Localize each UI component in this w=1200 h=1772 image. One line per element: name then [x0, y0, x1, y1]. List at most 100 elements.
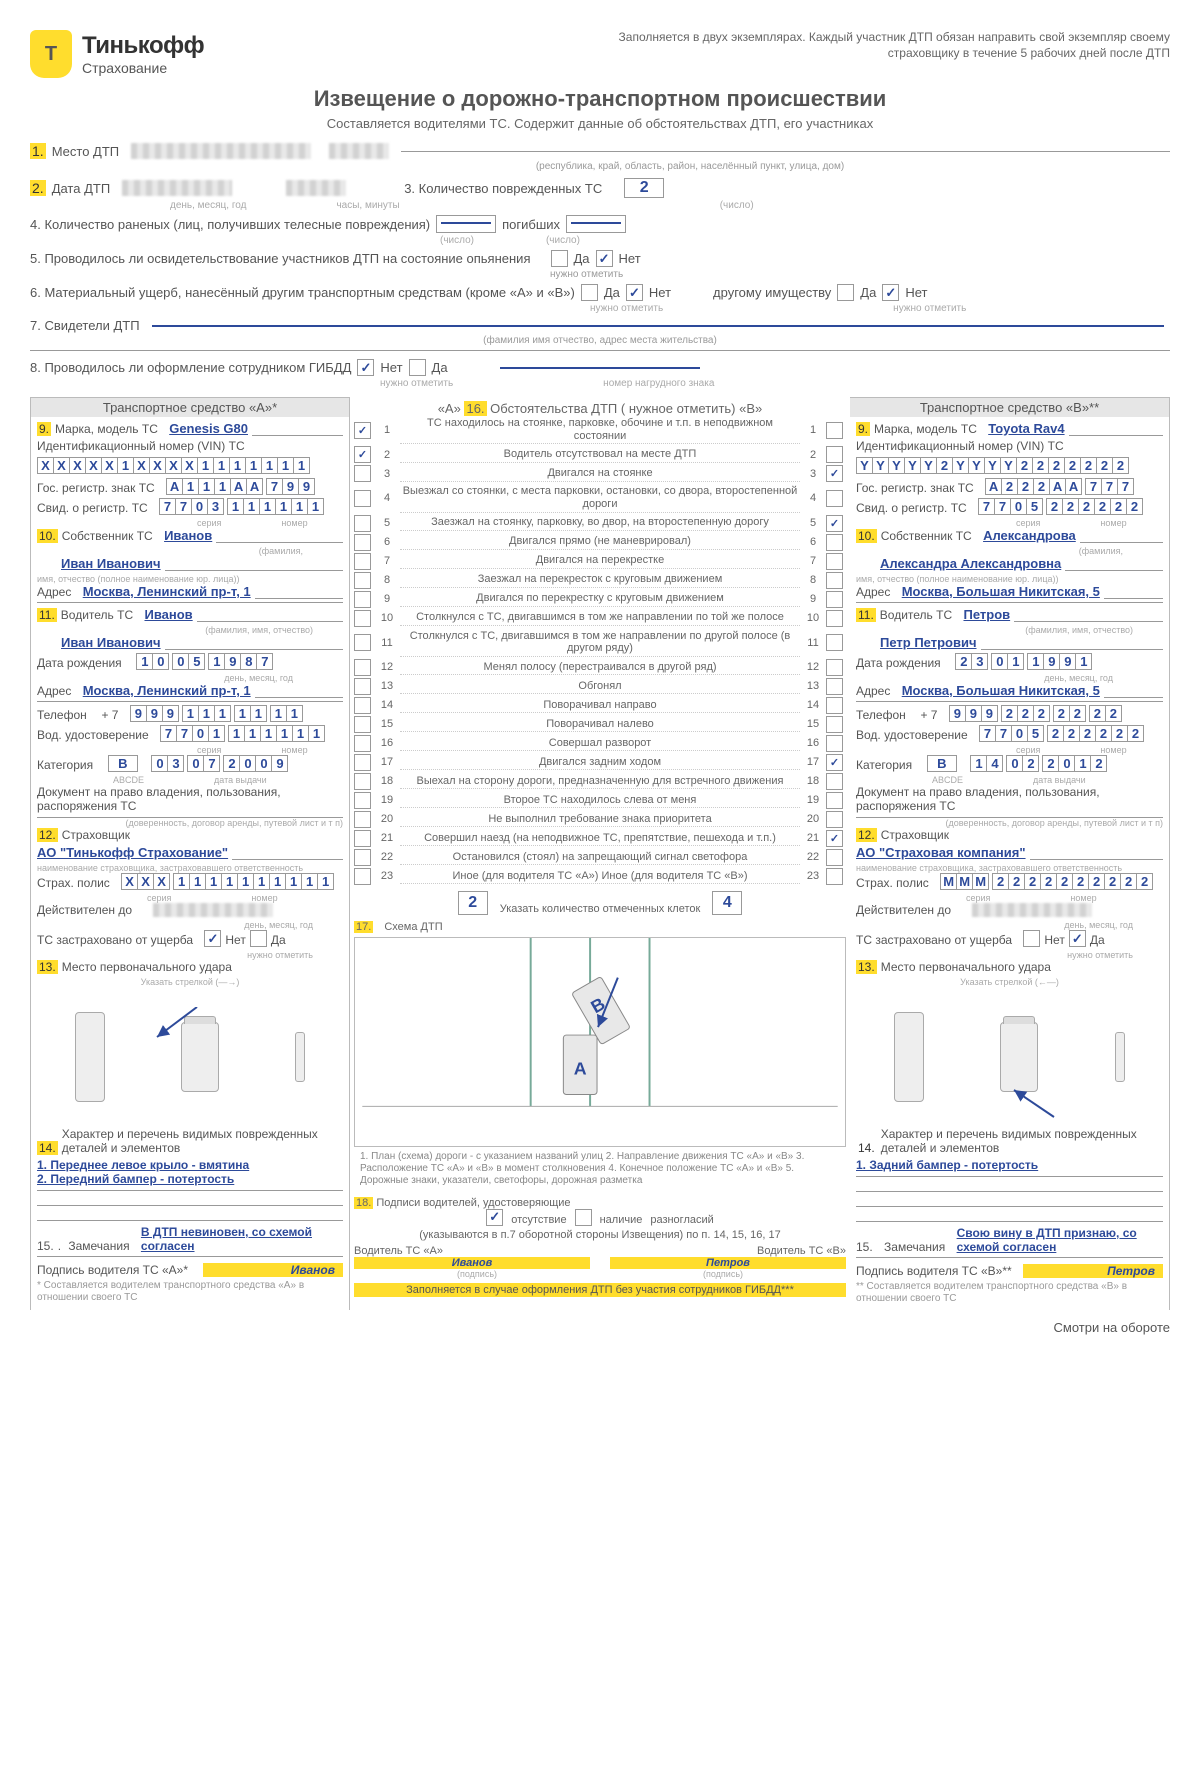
check-b[interactable]: ✓ — [826, 515, 843, 532]
cell[interactable]: 1 — [198, 478, 215, 495]
cell[interactable]: 7 — [256, 653, 273, 670]
cell[interactable]: A — [166, 478, 183, 495]
cell[interactable]: 2 — [1056, 873, 1073, 890]
cell[interactable]: 1 — [221, 873, 238, 890]
owner-address[interactable]: Москва, Ленинский пр-т, 1 — [83, 584, 251, 599]
owner-firstname[interactable]: Александра Александровна — [880, 556, 1061, 571]
cell[interactable]: 2 — [1033, 705, 1050, 722]
check-a[interactable] — [354, 659, 371, 676]
cell[interactable]: 2 — [1033, 478, 1050, 495]
cell[interactable]: X — [137, 873, 154, 890]
cell[interactable]: 2 — [1046, 498, 1063, 515]
cell[interactable]: 2 — [1001, 478, 1018, 495]
cell[interactable]: 2 — [1069, 705, 1086, 722]
cell[interactable]: 2 — [1104, 873, 1121, 890]
checkbox-yes[interactable] — [551, 250, 568, 267]
cell[interactable]: X — [165, 457, 182, 474]
cell[interactable]: 9 — [271, 755, 288, 772]
cell[interactable]: 1 — [292, 725, 309, 742]
owner-address[interactable]: Москва, Большая Никитская, 5 — [902, 584, 1100, 599]
check-a[interactable] — [354, 591, 371, 608]
cell[interactable]: 7 — [175, 498, 192, 515]
check-b[interactable] — [826, 716, 843, 733]
cell[interactable]: 1 — [270, 705, 287, 722]
damage-line[interactable]: 1. Задний бампер - потертость — [856, 1158, 1163, 1172]
cell[interactable]: 2 — [1112, 457, 1129, 474]
checkbox-yes[interactable] — [837, 284, 854, 301]
cell[interactable]: 7 — [1101, 478, 1118, 495]
check-a[interactable] — [354, 465, 371, 482]
cell[interactable]: 1 — [293, 457, 310, 474]
check-b[interactable] — [826, 868, 843, 885]
cell[interactable]: 7 — [176, 725, 193, 742]
cell[interactable]: 2 — [1095, 725, 1112, 742]
cell[interactable]: 2 — [1105, 705, 1122, 722]
cell[interactable]: 1 — [253, 873, 270, 890]
cell[interactable]: 3 — [167, 755, 184, 772]
cell[interactable]: 2 — [1094, 498, 1111, 515]
cell[interactable]: 1 — [277, 457, 294, 474]
checkbox-no[interactable]: ✓ — [204, 930, 221, 947]
cell[interactable]: 9 — [1043, 653, 1060, 670]
cell[interactable]: 1 — [308, 725, 325, 742]
check-a[interactable] — [354, 811, 371, 828]
check-b[interactable] — [826, 792, 843, 809]
plate-cells[interactable]: A111AA799 — [166, 478, 314, 495]
check-b[interactable]: ✓ — [826, 830, 843, 847]
cell[interactable]: 1 — [260, 725, 277, 742]
check-b[interactable] — [826, 534, 843, 551]
cell[interactable]: 1 — [214, 478, 231, 495]
cell[interactable]: Y — [856, 457, 873, 474]
cell[interactable]: 9 — [965, 705, 982, 722]
cell[interactable]: 1 — [291, 498, 308, 515]
category-value[interactable]: B — [927, 755, 957, 772]
check-b[interactable] — [826, 811, 843, 828]
check-a[interactable] — [354, 868, 371, 885]
check-b[interactable]: ✓ — [826, 465, 843, 482]
cell[interactable]: 0 — [1011, 725, 1028, 742]
cell[interactable]: 9 — [981, 705, 998, 722]
check-b[interactable] — [826, 490, 843, 507]
cell[interactable]: 1 — [250, 705, 267, 722]
cell[interactable]: 1 — [276, 725, 293, 742]
cell[interactable]: 0 — [152, 653, 169, 670]
cell[interactable]: 2 — [1120, 873, 1137, 890]
cell[interactable]: 1 — [275, 498, 292, 515]
cell[interactable]: 2 — [1040, 873, 1057, 890]
license-cells[interactable]: 7705222222 — [979, 725, 1143, 742]
check-b[interactable] — [826, 849, 843, 866]
cell[interactable]: 2 — [1072, 873, 1089, 890]
cell[interactable]: 0 — [187, 755, 204, 772]
cell[interactable]: 7 — [995, 725, 1012, 742]
cell[interactable]: X — [101, 457, 118, 474]
signature-b-mid[interactable]: Петров — [610, 1257, 846, 1269]
cell[interactable]: 0 — [191, 498, 208, 515]
cell[interactable]: X — [133, 457, 150, 474]
cell[interactable]: 2 — [1032, 457, 1049, 474]
cell[interactable]: 2 — [1088, 873, 1105, 890]
cell[interactable]: 7 — [266, 478, 283, 495]
check-a[interactable] — [354, 773, 371, 790]
cell[interactable]: 2 — [1110, 498, 1127, 515]
check-a[interactable]: ✓ — [354, 446, 371, 463]
cell[interactable]: 7 — [203, 755, 220, 772]
checkbox-no[interactable]: ✓ — [357, 359, 374, 376]
cell[interactable]: 2 — [1126, 498, 1143, 515]
cell[interactable]: 9 — [146, 705, 163, 722]
cell[interactable]: 1 — [259, 498, 276, 515]
cell[interactable]: A — [1049, 478, 1066, 495]
cell[interactable]: 5 — [188, 653, 205, 670]
cell[interactable]: A — [985, 478, 1002, 495]
signature-b[interactable]: Петров — [1023, 1264, 1163, 1278]
notes-value[interactable]: В ДТП невиновен, со схемой согласен — [141, 1225, 343, 1253]
dob-cells[interactable]: 10051987 — [136, 653, 272, 670]
cell[interactable]: 0 — [172, 653, 189, 670]
cell[interactable]: М — [956, 873, 973, 890]
check-b[interactable]: ✓ — [826, 754, 843, 771]
make-value[interactable]: Genesis G80 — [169, 421, 248, 436]
cell[interactable]: 2 — [1127, 725, 1144, 742]
cell[interactable]: 9 — [162, 705, 179, 722]
cell[interactable]: 9 — [224, 653, 241, 670]
cell[interactable]: 1 — [317, 873, 334, 890]
cell[interactable]: 2 — [1022, 755, 1039, 772]
